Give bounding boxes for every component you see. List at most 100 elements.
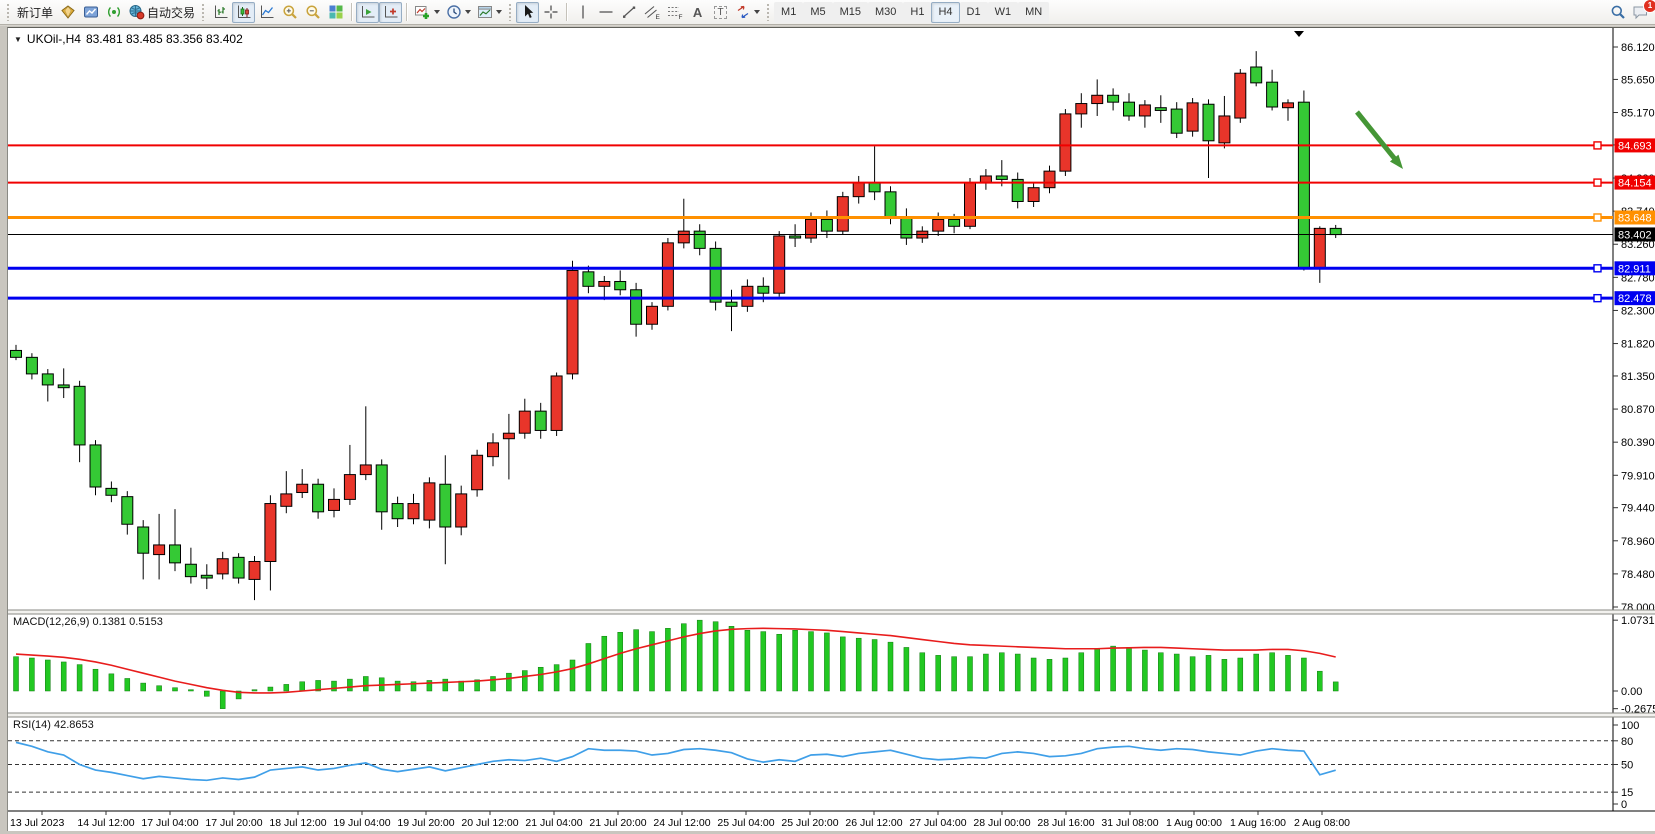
candle-down xyxy=(375,464,388,513)
line-chart-button[interactable] xyxy=(255,2,278,23)
macd-histogram-bar xyxy=(1205,655,1212,692)
macd-histogram-bar xyxy=(1078,652,1085,692)
price-chart-svg[interactable]: 86.12085.65085.17084.70084.22083.74083.2… xyxy=(8,28,1655,831)
time-axis-label: 1 Aug 00:00 xyxy=(1166,817,1222,829)
search-icon xyxy=(1611,5,1625,19)
pane-separator[interactable] xyxy=(8,713,1655,717)
annotation-arrow-shaft[interactable] xyxy=(1355,110,1399,163)
time-axis-label: 21 Jul 20:00 xyxy=(589,817,646,829)
candle-down xyxy=(169,544,181,564)
quotes-button[interactable] xyxy=(56,2,79,23)
candle-down xyxy=(137,526,150,554)
candle-down xyxy=(25,356,38,375)
hline-handle[interactable] xyxy=(1593,141,1602,150)
candle-up xyxy=(1043,170,1056,189)
pane-separator[interactable] xyxy=(8,610,1655,614)
macd-histogram-bar xyxy=(1237,657,1244,692)
time-axis-label: 25 Jul 04:00 xyxy=(717,817,774,829)
candle-down xyxy=(232,556,245,579)
text-tool-button[interactable]: A xyxy=(686,2,709,23)
timeframe-h1[interactable]: H1 xyxy=(903,1,932,23)
toolbar-grip[interactable] xyxy=(508,3,514,21)
toolbar-grip[interactable] xyxy=(766,3,772,21)
market-watch-button[interactable] xyxy=(79,2,102,23)
macd-histogram-bar xyxy=(299,681,305,692)
price-tick-label: 82.300 xyxy=(1621,305,1655,317)
annotation-arrow-head[interactable] xyxy=(1389,154,1403,169)
price-tick-label: 81.350 xyxy=(1621,371,1655,383)
macd-histogram-bar xyxy=(585,643,592,692)
templates-button[interactable] xyxy=(474,2,505,23)
timeframe-d1[interactable]: D1 xyxy=(959,1,988,23)
candlestick-chart-button[interactable] xyxy=(232,1,256,23)
rsi-axis-label: 100 xyxy=(1621,720,1639,732)
notifications-button[interactable]: 1 xyxy=(1629,0,1655,23)
hline-handle[interactable] xyxy=(1593,264,1602,273)
macd-histogram-bar xyxy=(951,656,957,692)
toolbar-grip[interactable] xyxy=(201,3,207,21)
market-watch-icon xyxy=(83,6,98,18)
hline-handle[interactable] xyxy=(1593,178,1602,187)
indicators-button[interactable] xyxy=(411,2,443,23)
autotrading-label: 自动交易 xyxy=(147,5,196,20)
timeframe-m15[interactable]: M15 xyxy=(832,1,868,23)
search-button[interactable] xyxy=(1606,2,1629,23)
new-order-button[interactable]: 新订单 xyxy=(14,2,56,23)
cursor-button[interactable] xyxy=(516,1,540,23)
price-tick-label: 83.260 xyxy=(1621,239,1655,251)
signals-button[interactable] xyxy=(102,2,125,23)
chart-area[interactable]: 86.12085.65085.17084.70084.22083.74083.2… xyxy=(7,27,1655,831)
zoom-out-button[interactable] xyxy=(301,2,324,23)
candle-down xyxy=(1154,107,1167,111)
candle-down xyxy=(105,487,118,496)
zoom-in-button[interactable] xyxy=(278,2,301,23)
fibonacci-tool-button[interactable]: F xyxy=(663,2,686,23)
macd-histogram-bar xyxy=(490,676,496,692)
time-axis-label: 26 Jul 12:00 xyxy=(845,817,902,829)
timeframe-w1[interactable]: W1 xyxy=(987,1,1019,23)
crosshair-button[interactable] xyxy=(539,2,562,23)
macd-histogram-bar xyxy=(29,657,35,692)
timeframe-m5[interactable]: M5 xyxy=(803,1,833,23)
timeframe-m30[interactable]: M30 xyxy=(868,1,904,23)
vertical-line-icon xyxy=(581,5,584,19)
autotrading-button[interactable]: 自动交易 xyxy=(125,2,198,23)
macd-histogram-bar xyxy=(855,637,862,692)
timeframe-m1[interactable]: M1 xyxy=(774,1,804,23)
channel-tool-button[interactable]: E xyxy=(640,2,663,23)
hline-price-label-box xyxy=(1614,291,1655,306)
candle-up xyxy=(407,503,420,520)
macd-histogram-bar xyxy=(1030,657,1037,692)
macd-histogram-bar xyxy=(903,647,910,692)
time-axis-label: 31 Jul 08:00 xyxy=(1101,817,1158,829)
hline-handle[interactable] xyxy=(1593,213,1602,222)
toolbar-separator xyxy=(406,3,408,21)
auto-scroll-button[interactable] xyxy=(356,1,380,23)
hline-price-label-box xyxy=(1614,138,1655,153)
hline-handle[interactable] xyxy=(1593,293,1602,303)
one-click-collapse-arrow[interactable]: ▼ xyxy=(14,34,22,44)
candle-down xyxy=(884,191,897,218)
candle-up xyxy=(280,493,293,507)
macd-histogram-bar xyxy=(983,653,989,692)
trendline-tool-button[interactable] xyxy=(617,2,640,23)
price-tick-label: 78.960 xyxy=(1621,536,1655,548)
macd-histogram-bar xyxy=(760,631,767,692)
macd-histogram-bar xyxy=(156,685,162,692)
vertical-line-tool-button[interactable] xyxy=(571,2,594,23)
horizontal-line-tool-button[interactable] xyxy=(594,2,617,23)
timeframe-mn[interactable]: MN xyxy=(1018,1,1050,23)
candle-up xyxy=(1234,72,1247,119)
text-label-tool-button[interactable]: T xyxy=(709,2,732,23)
arrows-tool-button[interactable] xyxy=(732,2,763,23)
periods-button[interactable] xyxy=(443,2,474,23)
timeframe-h4[interactable]: H4 xyxy=(931,1,960,23)
candle-up xyxy=(423,482,436,521)
tile-windows-button[interactable] xyxy=(324,2,347,23)
toolbar-grip[interactable] xyxy=(6,3,11,21)
candle-up xyxy=(661,242,674,307)
price-tick-label: 81.820 xyxy=(1621,339,1655,351)
chart-shift-button[interactable] xyxy=(379,1,403,23)
add-indicator-icon xyxy=(415,6,430,19)
bar-chart-button[interactable] xyxy=(209,2,232,23)
